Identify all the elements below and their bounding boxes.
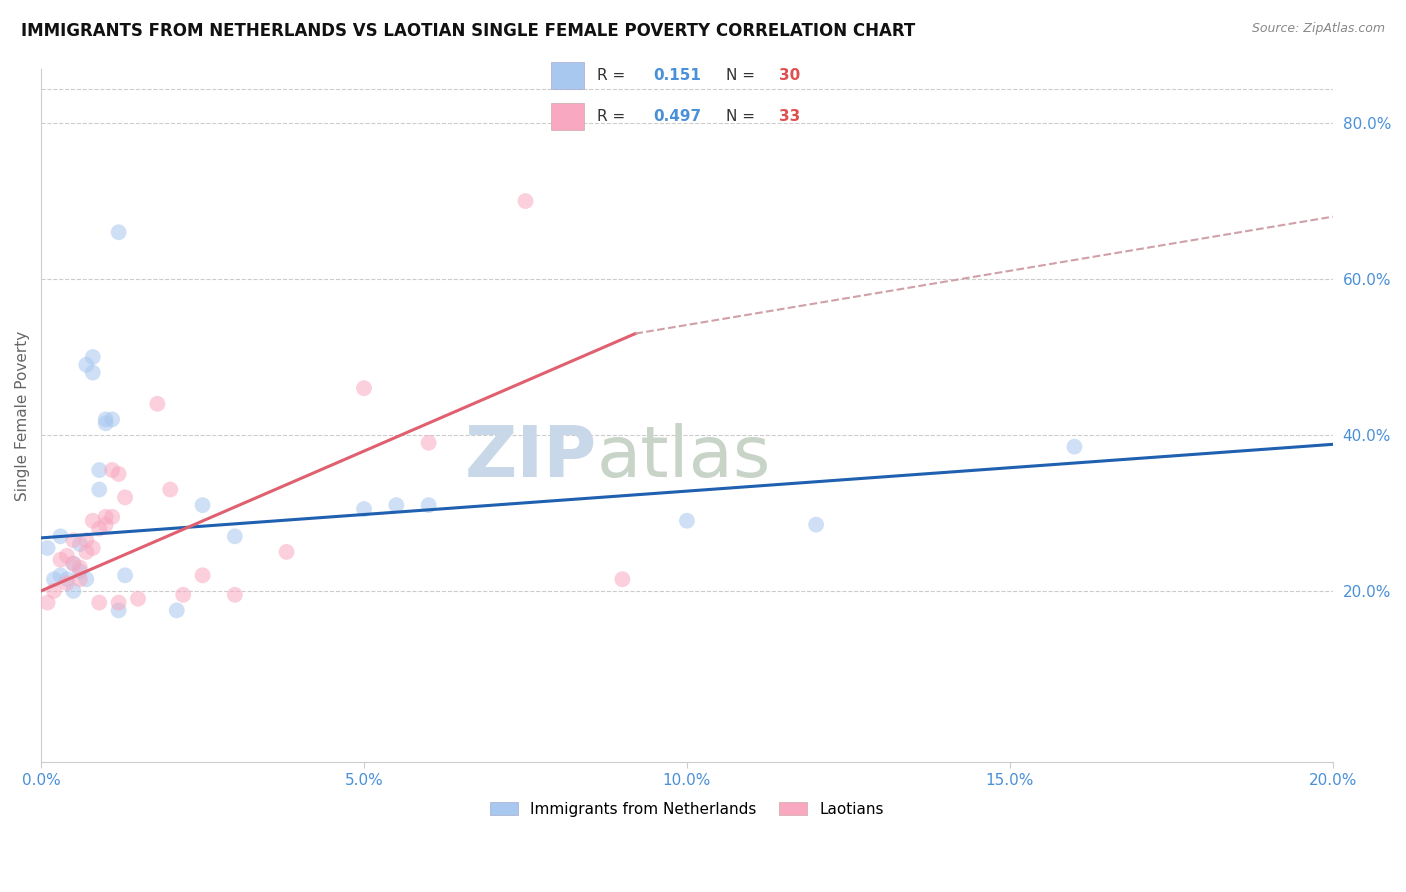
Point (62, 557, 84, 571)
Point (114, 568, 136, 582)
Point (49, 529, 72, 543)
Text: 0.151: 0.151 (654, 68, 702, 83)
Point (94, 412, 117, 426)
Text: N =: N = (727, 109, 761, 124)
Text: 0.497: 0.497 (654, 109, 702, 124)
Point (89, 522, 111, 536)
Point (676, 514, 699, 528)
Text: N =: N = (727, 68, 761, 83)
Text: IMMIGRANTS FROM NETHERLANDS VS LAOTIAN SINGLE FEMALE POVERTY CORRELATION CHART: IMMIGRANTS FROM NETHERLANDS VS LAOTIAN S… (21, 22, 915, 40)
Point (82, 541, 104, 555)
Text: 30: 30 (779, 68, 800, 83)
Point (166, 603, 188, 617)
Text: atlas: atlas (596, 423, 770, 491)
Point (89, 463, 111, 477)
Point (75, 358, 97, 372)
Point (114, 491, 136, 505)
Text: R =: R = (598, 109, 631, 124)
Point (69, 537, 91, 551)
Point (101, 509, 124, 524)
Point (56, 549, 79, 563)
Point (1063, 440, 1085, 454)
Point (89, 596, 111, 610)
Point (107, 603, 129, 617)
FancyBboxPatch shape (551, 62, 585, 89)
Point (385, 498, 408, 512)
Point (804, 517, 827, 532)
Point (146, 397, 169, 411)
Point (94, 517, 117, 532)
Point (49, 552, 72, 566)
Point (49, 568, 72, 582)
Point (89, 483, 111, 497)
Text: R =: R = (598, 68, 631, 83)
Point (191, 568, 214, 582)
Point (82, 350, 104, 364)
Text: ZIP: ZIP (464, 423, 596, 491)
Point (69, 560, 91, 574)
Point (37, 596, 59, 610)
FancyBboxPatch shape (551, 103, 585, 130)
Point (224, 588, 246, 602)
Point (191, 498, 214, 512)
Point (418, 498, 440, 512)
Point (127, 591, 149, 606)
Point (159, 483, 181, 497)
Point (62, 557, 84, 571)
Point (101, 463, 124, 477)
Point (82, 514, 104, 528)
Point (75, 545, 97, 559)
Text: 33: 33 (779, 109, 800, 124)
Point (107, 225, 129, 239)
Point (56, 572, 79, 586)
Point (75, 572, 97, 586)
Point (107, 596, 129, 610)
Point (75, 533, 97, 548)
Point (612, 572, 634, 586)
Point (224, 529, 246, 543)
Point (37, 541, 59, 555)
Text: Source: ZipAtlas.com: Source: ZipAtlas.com (1251, 22, 1385, 36)
Point (353, 502, 375, 516)
Point (62, 583, 84, 598)
Point (42, 583, 65, 598)
Point (69, 565, 91, 579)
Point (42, 572, 65, 586)
Point (418, 435, 440, 450)
Point (94, 509, 117, 524)
Point (94, 417, 117, 431)
Point (172, 588, 194, 602)
Point (107, 467, 129, 481)
Legend: Immigrants from Netherlands, Laotians: Immigrants from Netherlands, Laotians (482, 794, 891, 824)
Point (515, 194, 537, 208)
Point (276, 545, 298, 559)
Point (56, 576, 79, 591)
Point (69, 572, 91, 586)
Point (62, 533, 84, 548)
Point (82, 366, 104, 380)
Y-axis label: Single Female Poverty: Single Female Poverty (15, 330, 30, 500)
Point (101, 412, 124, 426)
Point (353, 381, 375, 395)
